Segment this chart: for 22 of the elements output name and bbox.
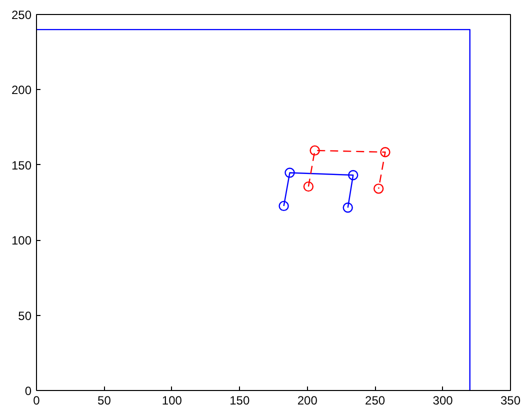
y-tick-label: 50 [18,308,32,323]
y-tick-label: 200 [11,83,32,98]
point [310,145,320,156]
x-tick-label: 100 [162,394,182,408]
point [342,202,353,213]
y-tick-label: 0 [24,384,32,398]
y-tick-label: 100 [11,234,32,248]
y-tick-label: 250 [11,8,32,22]
point [278,200,289,212]
x-tick-label: 0 [33,394,40,408]
x-tick-label: 150 [230,394,250,408]
point [303,181,314,192]
y-tick-label: 150 [11,158,32,172]
x-tick-label: 250 [365,394,386,408]
x-tick-label: 50 [98,394,112,408]
point [348,170,358,180]
x-tick-label: 350 [500,394,521,408]
point [380,147,390,158]
point [284,168,295,178]
point [373,184,384,194]
x-tick-label: 200 [297,394,318,408]
x-tick-label: 300 [432,394,454,408]
